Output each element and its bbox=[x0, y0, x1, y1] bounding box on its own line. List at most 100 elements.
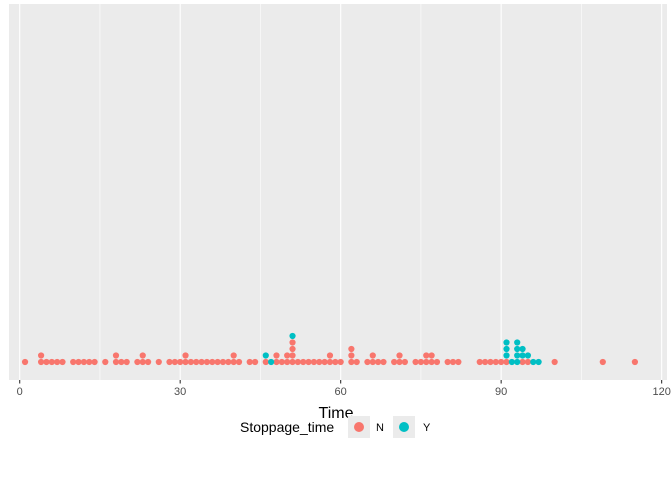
dot-n bbox=[364, 358, 371, 366]
dot-y bbox=[503, 339, 510, 346]
dot-n bbox=[273, 352, 280, 359]
legend-swatch-y bbox=[399, 422, 409, 432]
dot-n bbox=[428, 352, 435, 359]
dot-n bbox=[289, 358, 296, 366]
dot-n bbox=[182, 358, 189, 366]
dot-n bbox=[214, 358, 221, 366]
dot-n bbox=[251, 358, 259, 366]
dot-n bbox=[289, 352, 296, 359]
dot-n bbox=[380, 358, 387, 366]
dot-n bbox=[300, 358, 307, 366]
dot-n bbox=[417, 358, 425, 366]
dot-n bbox=[482, 358, 489, 366]
dot-y bbox=[503, 352, 510, 359]
dot-n bbox=[305, 358, 312, 366]
dot-n bbox=[166, 358, 173, 366]
dot-n bbox=[396, 352, 403, 359]
dot-n bbox=[112, 352, 120, 359]
dot-y bbox=[524, 352, 532, 359]
dot-n bbox=[401, 358, 408, 366]
dot-n bbox=[294, 358, 301, 366]
dot-n bbox=[444, 358, 451, 366]
dot-y bbox=[268, 358, 275, 366]
x-axis-title: Time bbox=[319, 405, 354, 422]
dot-n bbox=[321, 358, 328, 366]
dot-n bbox=[75, 358, 82, 366]
dot-n bbox=[139, 358, 146, 366]
dot-n bbox=[225, 358, 232, 366]
dot-n bbox=[144, 358, 152, 366]
dot-n bbox=[70, 358, 77, 366]
dot-y bbox=[508, 358, 515, 366]
dot-n bbox=[284, 352, 291, 359]
minor-gridlines bbox=[99, 4, 582, 380]
x-tick-label: 0 bbox=[17, 386, 23, 398]
dot-n bbox=[316, 358, 323, 366]
dot-n bbox=[37, 358, 45, 366]
dot-n bbox=[177, 358, 184, 366]
x-tick-label: 90 bbox=[495, 386, 507, 398]
dot-n bbox=[289, 345, 296, 353]
dot-n bbox=[326, 358, 334, 366]
dot-n bbox=[412, 358, 419, 366]
dot-n bbox=[391, 358, 398, 366]
legend-label-y: Y bbox=[423, 422, 431, 434]
dot-y bbox=[503, 345, 510, 353]
dot-y bbox=[535, 358, 542, 366]
dot-n bbox=[353, 358, 360, 366]
dot-n bbox=[375, 358, 382, 366]
dot-n bbox=[332, 358, 339, 366]
dot-n bbox=[278, 358, 285, 366]
legend-swatch-n bbox=[354, 422, 364, 432]
dot-n bbox=[348, 358, 355, 366]
dot-n bbox=[599, 358, 606, 366]
dot-n bbox=[348, 352, 355, 359]
dot-n bbox=[54, 358, 61, 366]
dot-n bbox=[193, 358, 200, 366]
legend: Stoppage_time N Y bbox=[240, 416, 431, 438]
dot-n bbox=[219, 358, 227, 366]
dot-y bbox=[289, 332, 296, 340]
dot-n bbox=[503, 358, 510, 366]
dot-y bbox=[514, 345, 521, 353]
dot-y bbox=[514, 358, 521, 366]
dot-n bbox=[369, 358, 376, 366]
dot-n bbox=[171, 358, 178, 366]
dot-n bbox=[428, 358, 435, 366]
dot-n bbox=[134, 358, 141, 366]
dot-n bbox=[235, 358, 243, 366]
dot-n bbox=[348, 345, 355, 353]
dot-y bbox=[519, 352, 526, 359]
dot-y bbox=[514, 352, 521, 359]
dot-y bbox=[530, 358, 537, 366]
dot-n bbox=[423, 352, 430, 359]
dot-n bbox=[198, 358, 205, 366]
dot-n bbox=[262, 358, 269, 366]
dot-n bbox=[449, 358, 457, 366]
dot-n bbox=[112, 358, 120, 366]
dot-n bbox=[80, 358, 87, 366]
dot-n bbox=[203, 358, 211, 366]
dot-n bbox=[187, 358, 194, 366]
dot-n bbox=[433, 358, 441, 366]
dot-n bbox=[631, 358, 639, 366]
dot-n bbox=[487, 358, 494, 366]
dot-n bbox=[86, 358, 93, 366]
dot-n bbox=[37, 352, 45, 359]
plot-panel bbox=[9, 4, 667, 380]
major-gridlines bbox=[19, 4, 663, 380]
dot-n bbox=[209, 358, 216, 366]
dot-y bbox=[262, 352, 269, 359]
data-points bbox=[21, 332, 639, 366]
dot-n bbox=[498, 358, 505, 366]
legend-label-n: N bbox=[376, 422, 384, 434]
dot-n bbox=[551, 358, 558, 366]
dot-n bbox=[396, 358, 403, 366]
dot-n bbox=[246, 358, 253, 366]
x-tick-label: 30 bbox=[174, 386, 186, 398]
dot-y bbox=[514, 339, 521, 346]
dot-n bbox=[48, 358, 55, 366]
dot-n bbox=[492, 358, 499, 366]
dot-n bbox=[230, 358, 237, 366]
